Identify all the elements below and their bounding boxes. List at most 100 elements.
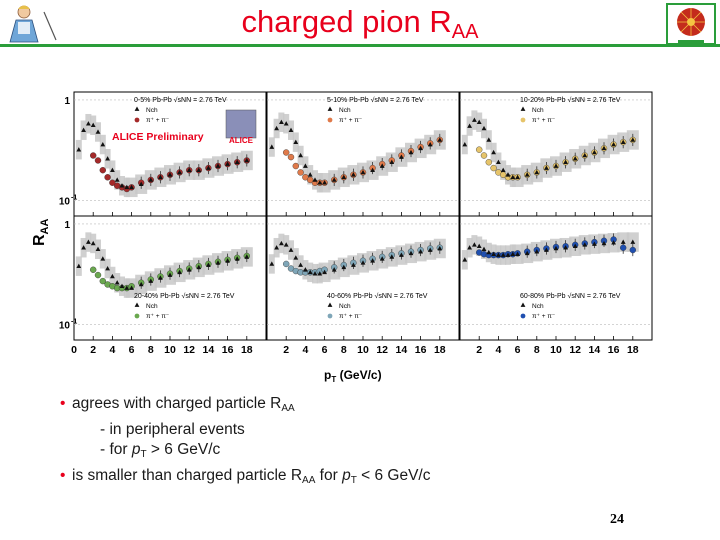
y-tick-01-top: 10 <box>59 196 71 207</box>
pion-point <box>620 244 627 251</box>
panel-centrality: 60-80% Pb-Pb √sNN = 2.76 TeV <box>520 292 621 300</box>
charged-point <box>515 174 520 180</box>
page-number: 24 <box>610 512 624 527</box>
charged-point <box>515 251 520 257</box>
panel-40-60%: 2 4 6 8 10 12 14 16 18 40-60% Pb-Pb √sNN = 2.76 T… <box>266 215 460 356</box>
charged-point <box>500 167 506 172</box>
charged-point <box>206 165 211 170</box>
charged-point <box>472 117 477 122</box>
pion-point <box>90 152 97 159</box>
charged-point <box>317 271 323 276</box>
charged-point <box>138 181 144 187</box>
charged-point <box>427 141 433 147</box>
charged-point <box>114 280 120 285</box>
charged-point <box>351 172 356 177</box>
bullet-2-sub: AA <box>302 474 316 486</box>
charged-point <box>476 119 482 125</box>
x-tick-label: 12 <box>569 344 581 356</box>
legend-charged-marker <box>134 302 140 307</box>
charged-point <box>303 267 308 272</box>
charged-point <box>370 258 375 263</box>
charged-point <box>303 163 308 168</box>
charged-point <box>124 184 130 190</box>
pion-point <box>109 179 116 186</box>
bullet-1b-text-a: - for <box>100 441 132 458</box>
charged-point <box>167 172 173 177</box>
charged-point <box>177 169 182 175</box>
charged-point <box>544 247 549 252</box>
charged-point <box>486 249 492 255</box>
charged-point <box>81 245 86 250</box>
x-tick-label: 6 <box>322 344 328 356</box>
charged-point <box>437 245 443 251</box>
charged-point <box>196 167 202 172</box>
charged-point <box>427 247 433 252</box>
legend-charged: Nch <box>339 107 351 114</box>
charged-point <box>215 163 221 168</box>
charged-point <box>630 137 636 142</box>
panel-centrality: 20-40% Pb-Pb √sNN = 2.76 TeV <box>134 292 235 300</box>
charged-point <box>312 177 318 182</box>
charged-point <box>481 125 487 131</box>
charged-point <box>110 167 115 172</box>
charged-point <box>389 254 395 259</box>
x-tick-label: 18 <box>241 344 253 356</box>
charged-point <box>105 265 110 271</box>
charged-point <box>283 242 289 247</box>
charged-point <box>234 159 240 165</box>
x-tick-label: 10 <box>357 344 369 356</box>
charged-point <box>486 137 492 142</box>
charged-point <box>234 256 240 261</box>
charged-point <box>331 177 337 182</box>
pion-point <box>490 164 497 172</box>
pion-point <box>283 260 290 268</box>
charged-point <box>524 172 530 177</box>
charged-point <box>322 269 327 275</box>
x-tick-label: 6 <box>129 344 135 356</box>
legend-pion: π⁺ + π⁻ <box>532 313 556 320</box>
bullet-2-text-b: for <box>315 466 343 484</box>
charged-point <box>582 242 588 247</box>
legend-charged-marker <box>327 106 333 111</box>
x-tick-label: 18 <box>434 344 446 356</box>
x-tick-label: 10 <box>550 344 562 356</box>
charged-point <box>341 264 347 270</box>
panel-frame <box>459 91 653 217</box>
charged-point <box>496 252 501 257</box>
charged-point <box>534 249 540 254</box>
panel-10-20%: 10-20% Pb-Pb √sNN = 2.76 TeV Nch π⁺ + π⁻ <box>459 91 653 217</box>
pion-point <box>307 176 314 184</box>
charged-point <box>611 240 616 245</box>
legend-pion: π⁺ + π⁻ <box>339 117 363 124</box>
charged-point <box>379 256 385 261</box>
charged-point <box>293 139 299 144</box>
charged-point <box>105 156 110 161</box>
charged-point <box>582 152 588 158</box>
charged-point <box>298 152 303 158</box>
charged-point <box>563 245 568 250</box>
charged-point <box>274 245 279 250</box>
panel-frame <box>266 215 460 341</box>
panel-60-80%: 2 4 6 8 10 12 14 16 18 60-80% Pb-Pb √sNN = 2.76 T… <box>459 215 653 356</box>
charged-point <box>505 172 511 177</box>
x-tick-label: 12 <box>183 344 195 356</box>
charged-point <box>90 122 96 128</box>
charged-point <box>491 149 496 155</box>
bullet-1a: - in peripheral events <box>60 420 680 441</box>
pion-point <box>90 266 97 273</box>
y-tick-01-bottom-exp: -1 <box>71 318 77 325</box>
institution-logo-left <box>9 5 57 43</box>
charged-point <box>86 121 91 126</box>
charged-point <box>177 269 182 275</box>
charged-point <box>110 273 115 279</box>
x-tick-label: 4 <box>109 344 115 356</box>
charged-point <box>196 264 202 270</box>
charged-point <box>158 174 163 180</box>
charged-point <box>620 139 626 144</box>
panel-centrality: 40-60% Pb-Pb √sNN = 2.76 TeV <box>327 292 428 300</box>
charged-point <box>399 252 404 257</box>
bullet-1b-pt: p <box>131 441 141 458</box>
legend-charged-marker <box>134 106 140 111</box>
legend-charged-marker <box>520 106 526 111</box>
charged-point <box>462 141 468 147</box>
